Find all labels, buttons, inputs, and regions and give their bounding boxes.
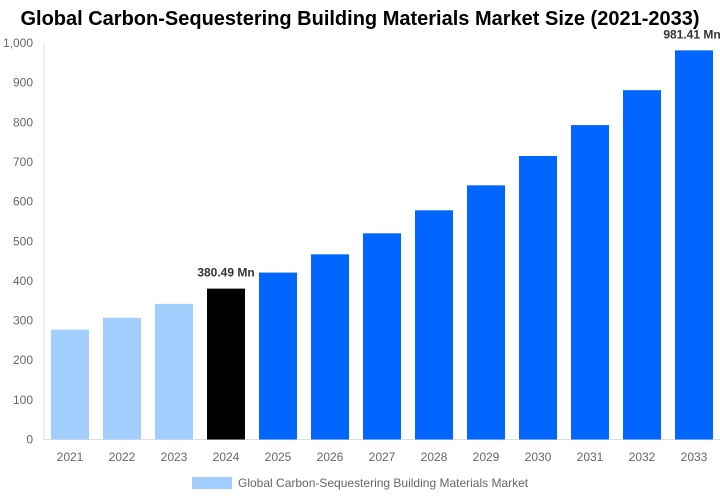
bar-2032 (623, 90, 661, 440)
y-tick-label: 500 (13, 234, 33, 248)
legend: Global Carbon-Sequestering Building Mate… (192, 476, 528, 490)
x-tick-label: 2021 (57, 450, 84, 464)
bar-2027 (363, 233, 401, 440)
bar-2029 (467, 185, 505, 440)
bar-2031 (571, 125, 609, 440)
y-tick-label: 1,000 (3, 36, 33, 50)
x-tick-label: 2027 (369, 450, 396, 464)
data-label: 380.49 Mn (197, 266, 254, 280)
x-tick-label: 2030 (525, 450, 552, 464)
x-tick-label: 2031 (577, 450, 604, 464)
chart-title: Global Carbon-Sequestering Building Mate… (20, 8, 700, 30)
x-tick-label: 2032 (629, 450, 656, 464)
y-tick-label: 100 (13, 393, 33, 407)
bar-2023 (155, 303, 193, 440)
legend-swatch (192, 477, 232, 489)
y-tick-label: 900 (13, 76, 33, 90)
x-tick-label: 2022 (109, 450, 136, 464)
bar-2022 (103, 317, 141, 440)
x-tick-label: 2024 (213, 450, 240, 464)
bar-2026 (311, 254, 349, 440)
y-tick-label: 300 (13, 314, 33, 328)
y-tick-label: 0 (26, 433, 33, 447)
x-tick-label: 2033 (681, 450, 708, 464)
x-tick-label: 2026 (317, 450, 344, 464)
x-tick-label: 2025 (265, 450, 292, 464)
y-tick-label: 800 (13, 115, 33, 129)
bar-2025 (259, 272, 297, 440)
legend-label: Global Carbon-Sequestering Building Mate… (238, 476, 529, 490)
bar-2021 (51, 329, 89, 440)
x-tick-label: 2023 (161, 450, 188, 464)
y-tick-label: 400 (13, 274, 33, 288)
x-tick-label: 2028 (421, 450, 448, 464)
y-tick-label: 200 (13, 353, 33, 367)
data-label: 981.41 Mn (663, 27, 720, 41)
bar-2024 (207, 288, 245, 440)
bar-2028 (415, 210, 453, 440)
bar-2033 (675, 50, 713, 440)
y-tick-label: 700 (13, 155, 33, 169)
y-tick-label: 600 (13, 195, 33, 209)
bar-2030 (519, 156, 557, 440)
x-tick-label: 2029 (473, 450, 500, 464)
